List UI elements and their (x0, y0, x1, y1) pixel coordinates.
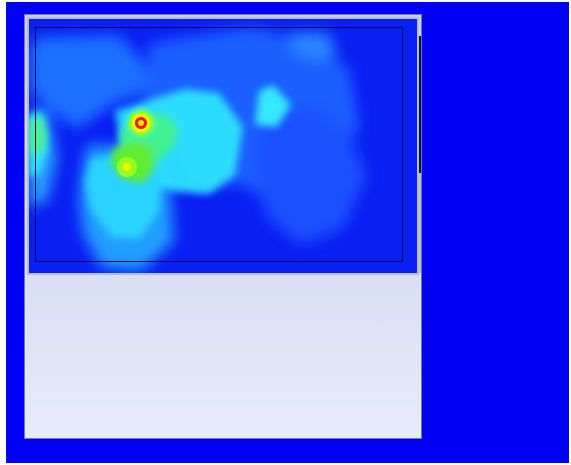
heatmap-peak (117, 105, 159, 177)
heatmap-viewport[interactable] (27, 17, 419, 275)
heatmap-svg (29, 19, 417, 273)
panel-divider-light (419, 173, 421, 273)
desktop-background (6, 2, 569, 463)
panel-divider-dark (419, 36, 421, 173)
heatmap-panel (24, 14, 422, 439)
